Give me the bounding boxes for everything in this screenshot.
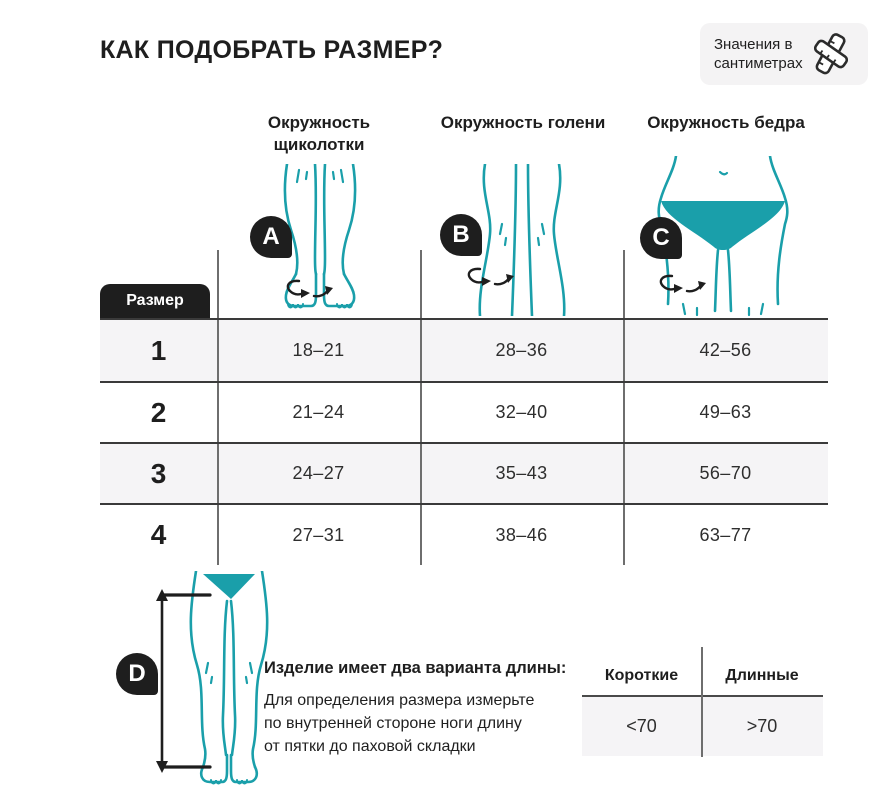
hip-circumference-arrow-icon — [656, 273, 706, 295]
length-option-long-value: >70 — [746, 716, 778, 736]
column-header-hip: Окружность бедра — [647, 113, 805, 132]
ankle-cell: 27–31 — [292, 524, 345, 545]
units-badge: Значения в сантиметрах — [700, 23, 868, 85]
table-row: 1 18–21 28–36 42–56 — [100, 320, 828, 381]
length-table-column-divider — [701, 647, 703, 757]
size-cell: 1 — [150, 334, 167, 366]
table-top-border — [100, 318, 828, 320]
table-row-shade-1 — [100, 320, 828, 381]
length-table-value-row: <70 >70 — [582, 697, 823, 756]
table-column-divider — [623, 250, 625, 565]
calf-circumference-arrow-icon — [464, 266, 514, 288]
column-header-calf: Окружность голени — [440, 113, 606, 132]
marker-c-bubble: C — [640, 217, 682, 259]
page-title: КАК ПОДОБРАТЬ РАЗМЕР? — [100, 36, 444, 64]
ankle-cell: 21–24 — [292, 402, 345, 422]
table-row-divider — [100, 381, 828, 383]
length-option-long-label: Длинные — [725, 667, 799, 684]
size-cell: 2 — [150, 396, 167, 428]
size-cell: 4 — [150, 519, 167, 550]
units-badge-text: Значения в сантиметрах — [714, 35, 803, 73]
table-column-divider — [217, 250, 219, 565]
calves-illustration — [468, 164, 576, 316]
table-row: 2 21–24 32–40 49–63 — [100, 383, 828, 442]
table-row: 4 27–31 38–46 63–77 — [100, 505, 828, 565]
leg-length-illustration — [148, 571, 310, 791]
marker-b-bubble: B — [440, 214, 482, 256]
hip-cell: 49–63 — [699, 402, 752, 422]
length-measure-instructions: Для определения размера измерьте по внут… — [264, 692, 535, 756]
calf-cell: 38–46 — [495, 524, 548, 545]
length-options-heading: Изделие имеет два варианта длины: — [264, 659, 567, 677]
length-option-short-label: Короткие — [604, 667, 679, 684]
length-table-header-row: Короткие Длинные — [582, 658, 823, 694]
hip-cell: 63–77 — [699, 524, 752, 545]
ankle-cell: 24–27 — [292, 463, 345, 483]
calf-cell: 32–40 — [495, 402, 548, 422]
marker-d-bubble: D — [116, 653, 158, 695]
ankle-circumference-arrow-icon — [283, 278, 333, 300]
size-cell: 3 — [150, 457, 167, 489]
hip-cell: 56–70 — [699, 463, 752, 483]
table-row-divider — [100, 503, 828, 505]
table-row: 3 24–27 35–43 56–70 — [100, 444, 828, 503]
size-column-header-tag: Размер — [100, 284, 210, 318]
table-row-shade-3 — [100, 444, 828, 503]
calf-cell: 28–36 — [495, 340, 548, 360]
column-header-ankle: Окружность щиколотки — [267, 113, 371, 155]
hips-illustration — [652, 156, 794, 317]
ankle-cell: 18–21 — [292, 340, 345, 360]
hip-cell: 42–56 — [699, 340, 752, 360]
marker-a-bubble: A — [250, 216, 292, 258]
calf-cell: 35–43 — [495, 463, 548, 483]
length-option-short-value: <70 — [626, 716, 657, 736]
table-row-divider — [100, 442, 828, 444]
table-column-divider — [420, 250, 422, 565]
measuring-tape-icon — [809, 31, 853, 77]
